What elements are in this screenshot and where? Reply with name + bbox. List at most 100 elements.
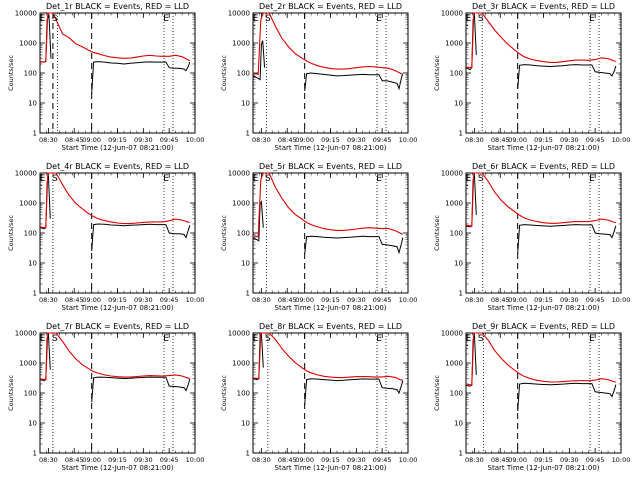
y-tick-label: 1000 [232, 360, 250, 368]
chart-title: Det_8r BLACK = Events, RED = LLD [259, 322, 402, 331]
x-axis-label: Start Time (12-Jun-07 08:21:00) [488, 304, 600, 312]
y-tick-label: 1000 [445, 360, 463, 368]
events-series-line [517, 64, 617, 89]
x-tick-label: 09:45 [373, 456, 392, 464]
y-tick-label: 100 [24, 230, 37, 238]
x-tick-label: 09:45 [160, 296, 179, 304]
y-tick-label: 10 [241, 420, 250, 428]
x-tick-label: 08:45 [278, 136, 297, 144]
x-tick-label: 10:00 [612, 136, 631, 144]
segment-marker-label: E [40, 334, 46, 344]
chart-title: Det_2r BLACK = Events, RED = LLD [259, 2, 402, 11]
y-tick-label: 1000 [445, 40, 463, 48]
x-tick-label: 08:30 [39, 456, 58, 464]
y-tick-label: 100 [24, 70, 37, 78]
x-tick-label: 09:30 [560, 456, 579, 464]
events-series-line [517, 224, 617, 255]
segment-marker-label: E [376, 14, 382, 24]
chart-panel: Det_2r BLACK = Events, RED = LLD 1 10 100 10… [220, 2, 417, 152]
x-tick-label: 08:45 [278, 296, 297, 304]
y-tick-label: 10 [28, 100, 37, 108]
y-axis-label: Counts/sec [7, 375, 15, 411]
y-tick-label: 10000 [15, 170, 37, 178]
x-tick-label: 09:15 [534, 296, 553, 304]
segment-marker-label: E [376, 334, 382, 344]
x-tick-label: 08:45 [491, 456, 510, 464]
x-tick-label: 09:15 [108, 456, 127, 464]
x-tick-label: 10:00 [612, 296, 631, 304]
y-tick-label: 100 [237, 390, 250, 398]
x-tick-label: 09:00 [295, 296, 314, 304]
y-tick-label: 10000 [228, 10, 250, 18]
lld-series-line [252, 12, 404, 76]
chart-title: Det_5r BLACK = Events, RED = LLD [259, 162, 402, 171]
chart-panel: Det_8r BLACK = Events, RED = LLD 1 10 100 10… [220, 322, 417, 472]
y-tick-label: 10 [28, 420, 37, 428]
chart-panel: Det_7r BLACK = Events, RED = LLD 1 10 100 10… [7, 322, 204, 472]
lld-series-line [252, 172, 404, 238]
y-tick-label: 10000 [15, 10, 37, 18]
plot-frame [252, 12, 409, 134]
segment-marker-label: E [253, 174, 259, 184]
y-axis-label: Counts/sec [220, 55, 228, 91]
x-tick-label: 09:45 [373, 136, 392, 144]
x-tick-label: 08:30 [465, 136, 484, 144]
events-series-line [517, 382, 617, 412]
segment-marker-label: S [265, 174, 271, 184]
x-tick-label: 08:30 [465, 456, 484, 464]
x-tick-label: 10:00 [612, 456, 631, 464]
y-tick-label: 100 [237, 70, 250, 78]
y-tick-label: 1000 [445, 200, 463, 208]
segment-marker-label: E [466, 334, 472, 344]
y-tick-label: 1 [33, 290, 37, 298]
x-tick-label: 08:30 [39, 136, 58, 144]
x-tick-label: 08:45 [65, 456, 84, 464]
x-tick-label: 08:30 [465, 296, 484, 304]
chart-title: Det_1r BLACK = Events, RED = LLD [46, 2, 189, 11]
segment-marker-label: E [163, 14, 169, 24]
segment-marker-label: E [253, 14, 259, 24]
y-axis-label: Counts/sec [7, 55, 15, 91]
x-tick-label: 09:15 [108, 296, 127, 304]
x-tick-label: 10:00 [399, 296, 418, 304]
lld-series-line [465, 332, 616, 386]
segment-marker-label: E [253, 334, 259, 344]
chart-panel: Det_9r BLACK = Events, RED = LLD 1 10 100 10… [433, 322, 630, 472]
lld-series-line [465, 12, 616, 69]
x-axis-label: Start Time (12-Jun-07 08:21:00) [275, 144, 387, 152]
chart-title: Det_9r BLACK = Events, RED = LLD [472, 322, 615, 331]
x-tick-label: 10:00 [186, 136, 205, 144]
lld-series-line [39, 332, 190, 381]
segment-marker-label: E [376, 174, 382, 184]
x-axis-label: Start Time (12-Jun-07 08:21:00) [62, 144, 174, 152]
x-tick-label: 09:45 [160, 456, 179, 464]
y-tick-label: 1 [246, 130, 250, 138]
y-tick-label: 10 [241, 260, 250, 268]
x-tick-label: 08:30 [252, 136, 271, 144]
x-tick-label: 09:00 [295, 456, 314, 464]
chart-panel: Det_5r BLACK = Events, RED = LLD 1 10 100 10… [220, 162, 417, 312]
segment-marker-label: S [52, 174, 58, 184]
y-tick-label: 1 [459, 290, 463, 298]
y-tick-label: 10000 [228, 330, 250, 338]
plot-frame [39, 12, 196, 134]
lld-series-line [39, 172, 190, 229]
x-tick-label: 09:00 [295, 136, 314, 144]
y-tick-label: 100 [237, 230, 250, 238]
x-tick-label: 09:30 [134, 456, 153, 464]
events-series-line [91, 376, 191, 403]
y-tick-label: 1 [33, 450, 37, 458]
x-axis-label: Start Time (12-Jun-07 08:21:00) [62, 464, 174, 472]
segment-marker-label: E [163, 334, 169, 344]
x-tick-label: 09:00 [508, 456, 527, 464]
x-tick-label: 09:00 [82, 136, 101, 144]
x-tick-label: 08:30 [39, 296, 58, 304]
chart-title: Det_3r BLACK = Events, RED = LLD [472, 2, 615, 11]
y-tick-label: 1 [246, 290, 250, 298]
x-tick-label: 09:30 [347, 456, 366, 464]
y-tick-label: 10 [28, 260, 37, 268]
x-tick-label: 08:45 [491, 136, 510, 144]
y-tick-label: 1000 [19, 40, 37, 48]
lld-series-line [39, 12, 190, 63]
y-axis-label: Counts/sec [7, 215, 15, 251]
